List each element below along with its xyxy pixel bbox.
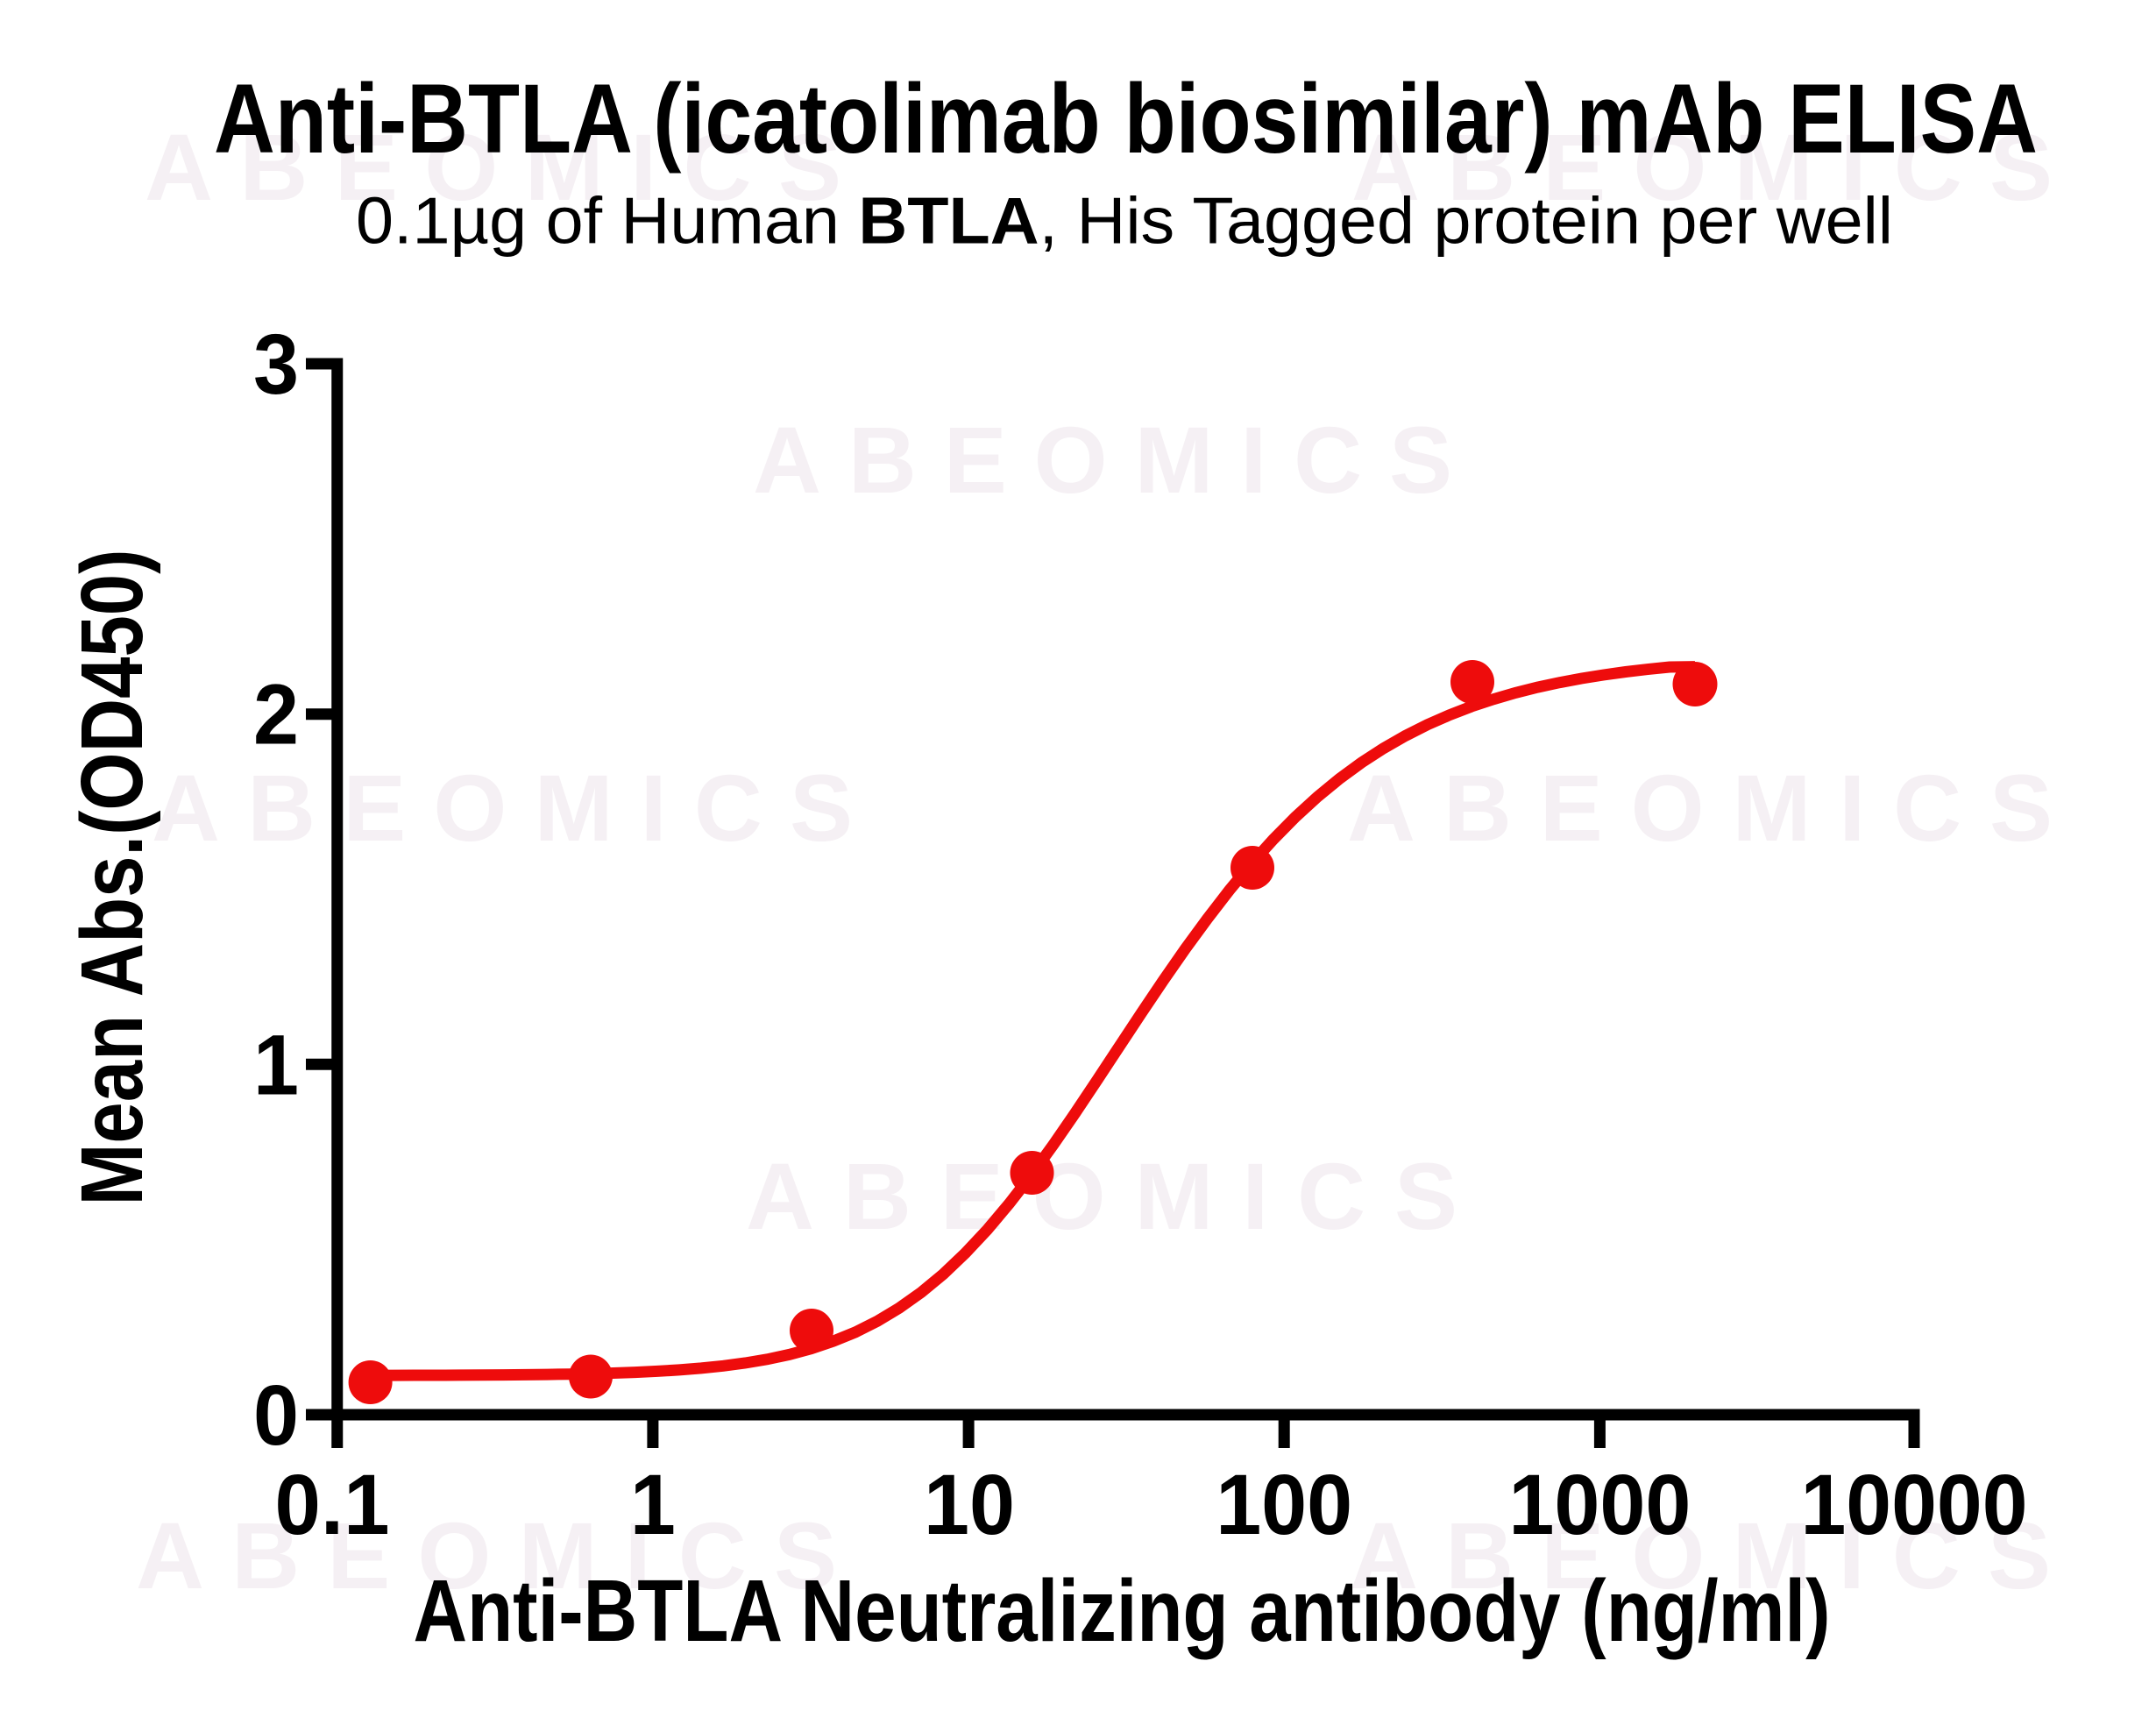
- svg-text:ABEOMICS: ABEOMICS: [152, 755, 853, 861]
- svg-text:0.1: 0.1: [275, 1457, 390, 1552]
- svg-text:2: 2: [253, 667, 299, 763]
- svg-text:ABEOMICS: ABEOMICS: [145, 114, 841, 220]
- svg-text:10: 10: [924, 1457, 1015, 1552]
- svg-text:Anti-BTLA Neutralizing antibod: Anti-BTLA Neutralizing antibody (ng/ml): [414, 1562, 1831, 1660]
- svg-text:Mean Abs.(OD450): Mean Abs.(OD450): [63, 550, 161, 1206]
- svg-text:10000: 10000: [1801, 1457, 2028, 1552]
- svg-text:ABEOMICS: ABEOMICS: [136, 1502, 837, 1608]
- svg-text:ABEOMICS: ABEOMICS: [1347, 755, 2053, 861]
- svg-text:1: 1: [253, 1017, 299, 1112]
- svg-text:1: 1: [630, 1457, 676, 1552]
- svg-text:ABEOMICS: ABEOMICS: [746, 1143, 1457, 1249]
- svg-text:ABEOMICS: ABEOMICS: [1350, 1502, 2051, 1608]
- svg-text:0.1µg of Human BTLA, His Tagge: 0.1µg of Human BTLA, His Tagged protein …: [356, 184, 1893, 258]
- svg-text:3: 3: [253, 316, 299, 412]
- svg-text:1000: 1000: [1508, 1457, 1691, 1552]
- svg-text:Anti-BTLA (icatolimab biosimil: Anti-BTLA (icatolimab biosimilar) mAb EL…: [214, 64, 2038, 174]
- svg-text:ABEOMICS: ABEOMICS: [1351, 114, 2053, 220]
- svg-text:100: 100: [1216, 1457, 1352, 1552]
- svg-text:ABEOMICS: ABEOMICS: [753, 407, 1452, 513]
- svg-text:0: 0: [253, 1367, 299, 1463]
